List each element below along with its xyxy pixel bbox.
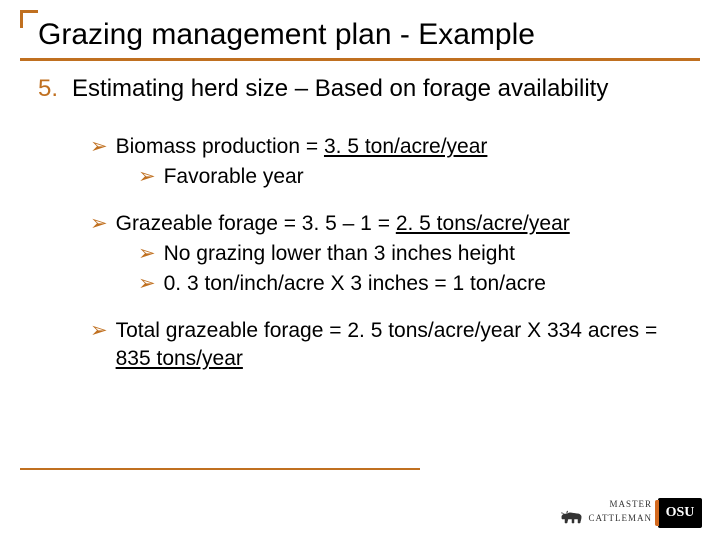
subtitle-text: Estimating herd size – Based on forage a… [72,75,608,103]
logo-line2: CATTLEMAN [589,513,653,523]
bullet-underline: 3. 5 ton/acre/year [324,135,487,158]
bullet-subtext: Favorable year [164,163,304,191]
bullet-pre: Biomass production = [116,135,324,158]
bullet-pre: Grazeable forage = 3. 5 – 1 = [116,212,396,235]
bullet-underline: 2. 5 tons/acre/year [396,212,570,235]
arrow-icon: ➢ [138,240,156,268]
bullet-text: Grazeable forage = 3. 5 – 1 = 2. 5 tons/… [116,210,570,238]
page-title: Grazing management plan - Example [0,0,720,58]
bullet-item: ➢ Total grazeable forage = 2. 5 tons/acr… [90,317,680,374]
arrow-icon: ➢ [138,270,156,298]
osu-logo: OSU [658,498,702,528]
bullet-group: ➢ Total grazeable forage = 2. 5 tons/acr… [90,317,680,374]
bullet-group: ➢ Grazeable forage = 3. 5 – 1 = 2. 5 ton… [90,210,680,299]
bullet-item: ➢ Biomass production = 3. 5 ton/acre/yea… [90,133,680,161]
arrow-icon: ➢ [90,133,108,161]
bullet-underline: 835 tons/year [116,347,243,370]
content-area: ➢ Biomass production = 3. 5 ton/acre/yea… [0,103,720,373]
bullet-subitem: ➢ No grazing lower than 3 inches height [138,240,680,268]
bullet-subitem: ➢ Favorable year [138,163,680,191]
bullet-subtext: No grazing lower than 3 inches height [164,240,515,268]
cow-icon [559,509,585,527]
footer-logo: MASTER CATTLEMAN OSU [559,498,703,528]
arrow-icon: ➢ [90,210,108,238]
logo-line1: MASTER [609,499,652,509]
bullet-text: Total grazeable forage = 2. 5 tons/acre/… [116,317,680,374]
subtitle-number: 5. [38,75,58,103]
master-cattleman-text: MASTER CATTLEMAN [559,499,653,527]
subtitle: 5. Estimating herd size – Based on forag… [0,61,720,103]
bullet-pre: Total grazeable forage = 2. 5 tons/acre/… [116,319,658,342]
corner-accent [20,10,38,28]
bullet-subtext: 0. 3 ton/inch/acre X 3 inches = 1 ton/ac… [164,270,546,298]
bottom-rule [20,468,420,470]
bullet-subitem: ➢ 0. 3 ton/inch/acre X 3 inches = 1 ton/… [138,270,680,298]
osu-text: OSU [666,505,695,521]
arrow-icon: ➢ [90,317,108,374]
bullet-text: Biomass production = 3. 5 ton/acre/year [116,133,488,161]
bullet-group: ➢ Biomass production = 3. 5 ton/acre/yea… [90,133,680,192]
bullet-item: ➢ Grazeable forage = 3. 5 – 1 = 2. 5 ton… [90,210,680,238]
arrow-icon: ➢ [138,163,156,191]
